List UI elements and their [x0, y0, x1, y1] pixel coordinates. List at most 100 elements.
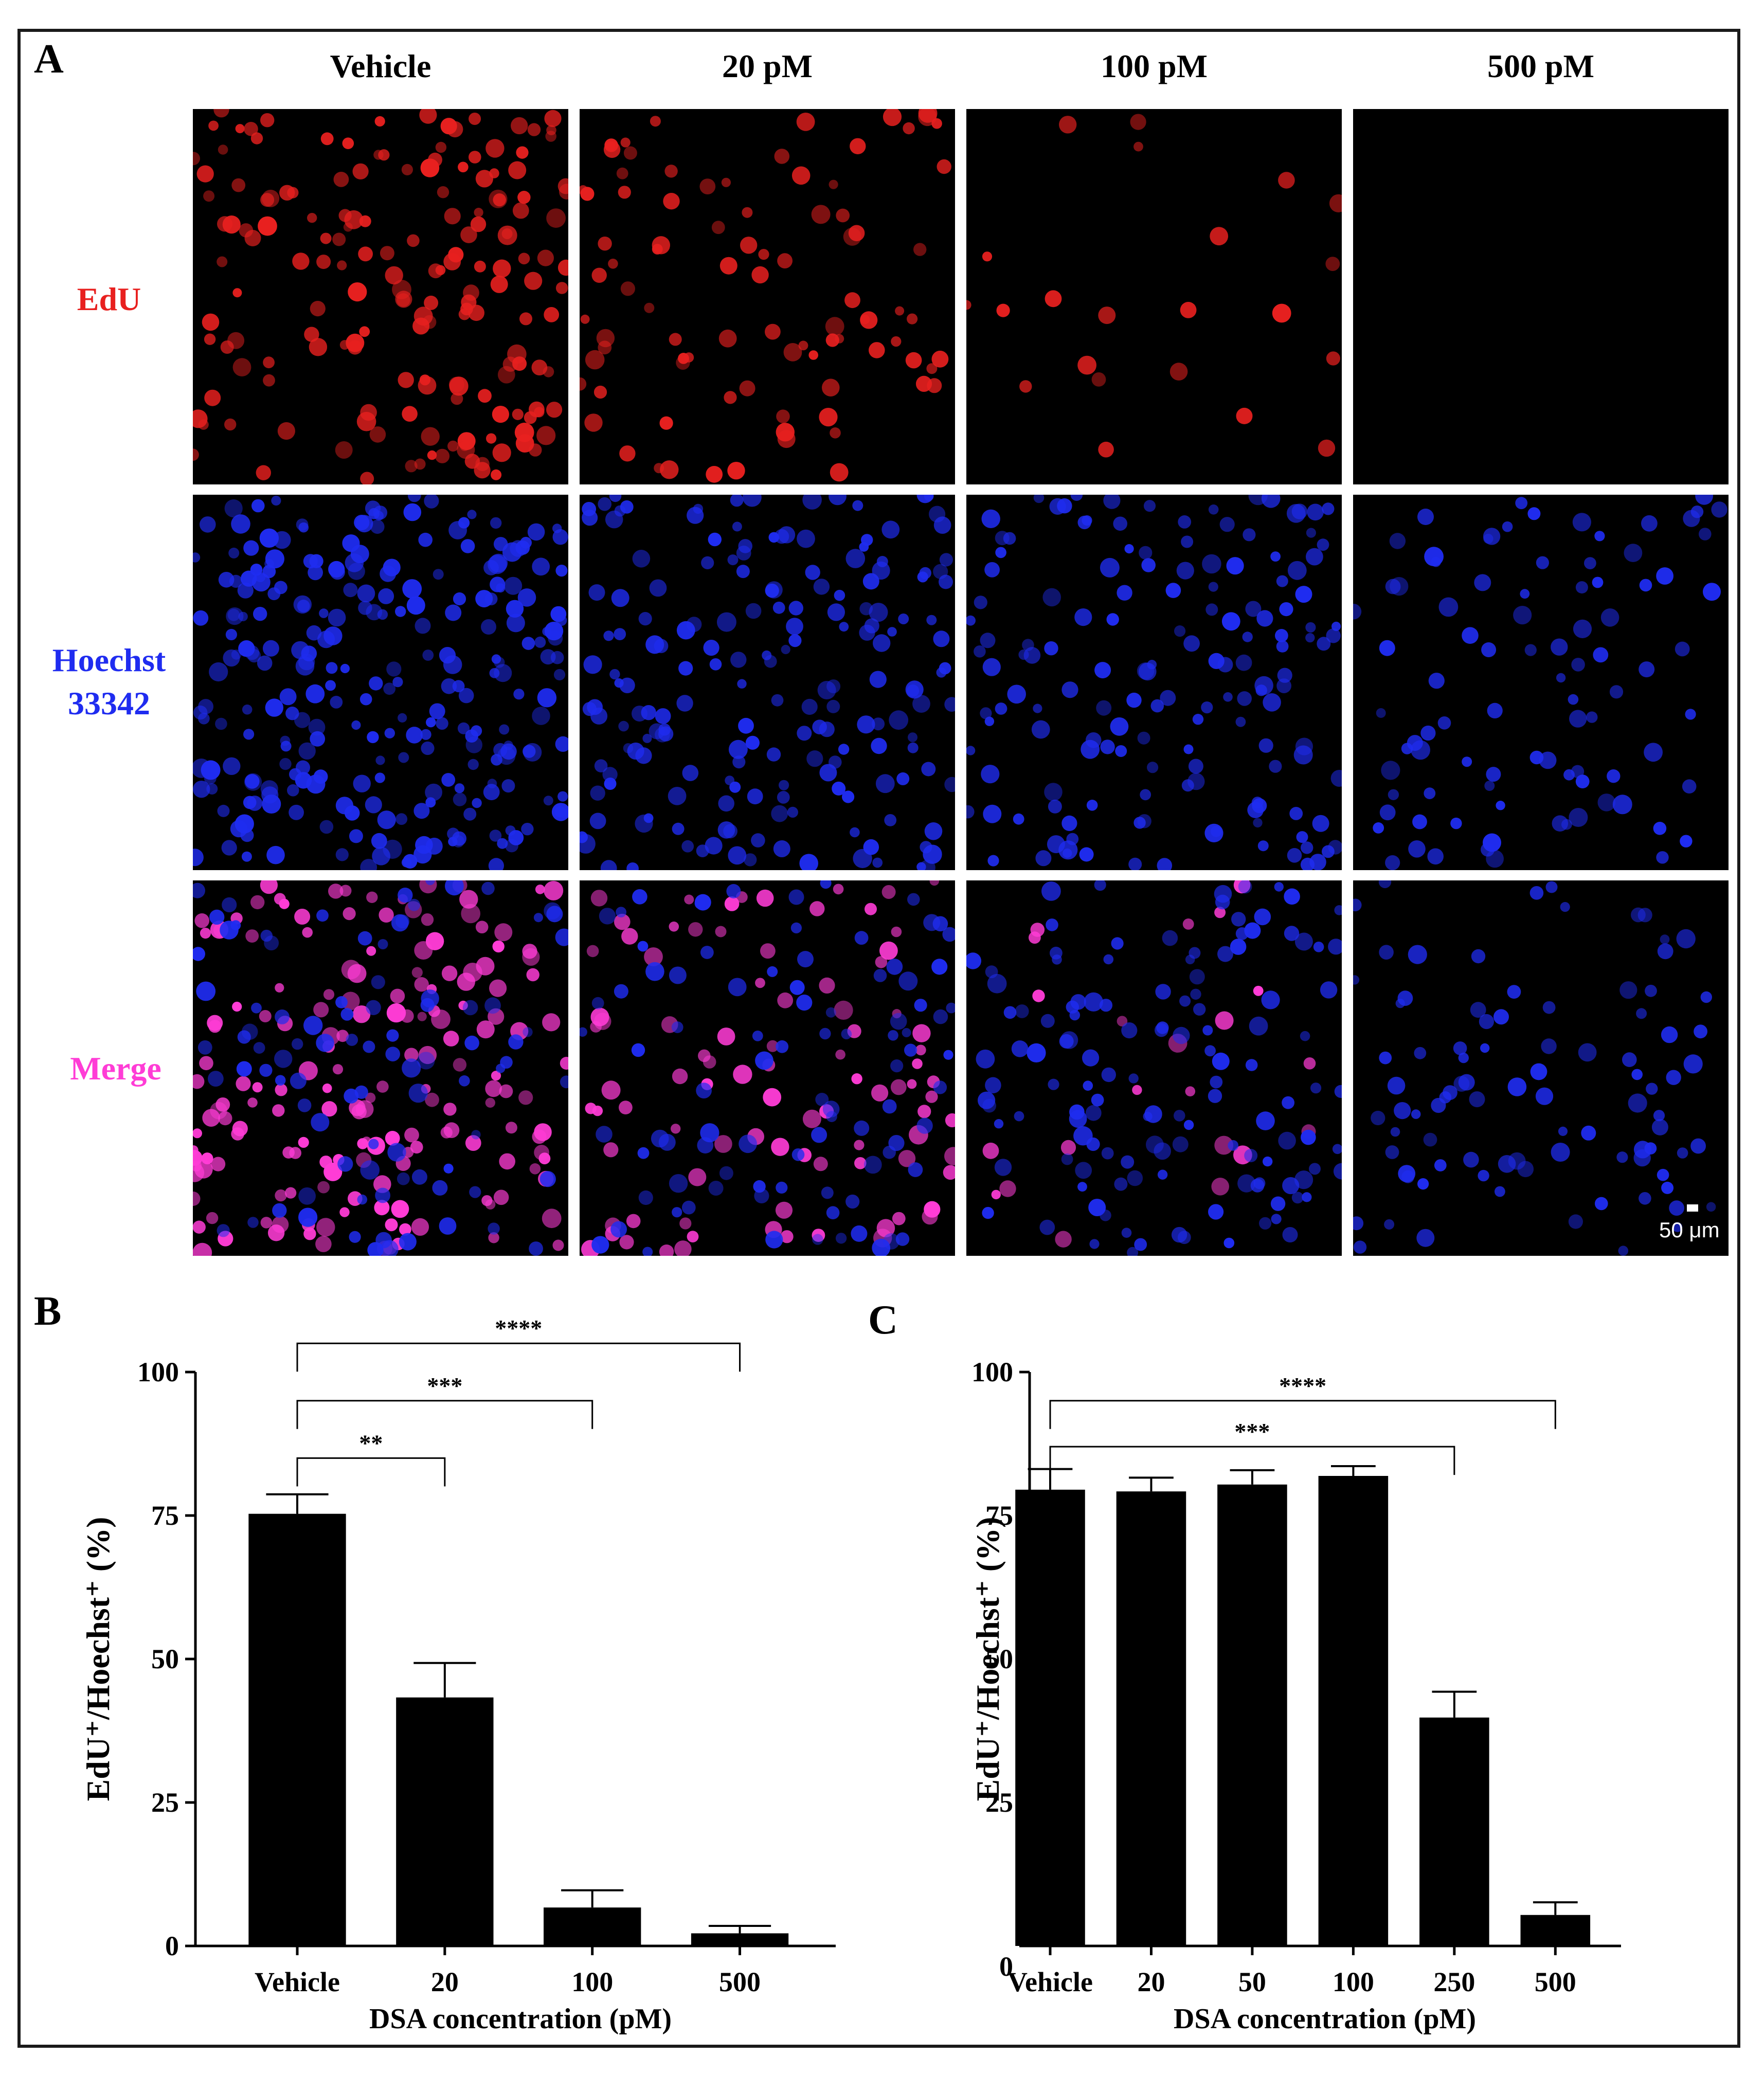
x-axis-title: DSA concentration (pM) — [1174, 2003, 1476, 2035]
cell-nucleus — [343, 222, 353, 232]
cell-nucleus — [1301, 1129, 1316, 1145]
cell-nucleus — [892, 1212, 906, 1225]
cell-nucleus — [431, 1009, 451, 1029]
cell-nucleus — [193, 759, 211, 778]
cell-nucleus — [635, 747, 652, 764]
cell-nucleus — [728, 740, 748, 759]
cell-nucleus — [583, 655, 602, 674]
cell-nucleus — [527, 123, 541, 136]
cell-nucleus — [287, 784, 299, 797]
cell-nucleus — [319, 608, 329, 618]
cell-nucleus — [982, 658, 1001, 676]
cell-nucleus — [817, 681, 836, 699]
cell-nucleus — [467, 759, 479, 770]
cell-nucleus — [721, 177, 731, 187]
cell-nucleus — [820, 880, 832, 889]
cell-nucleus — [399, 1223, 411, 1236]
cell-nucleus — [813, 579, 830, 595]
cell-nucleus — [1110, 717, 1129, 736]
cell-nucleus — [260, 1217, 273, 1229]
cell-nucleus — [796, 113, 815, 131]
cell-nucleus — [839, 622, 849, 632]
cell-nucleus — [987, 973, 1007, 994]
cell-nucleus — [298, 742, 316, 760]
cell-nucleus — [1096, 700, 1112, 716]
cell-nucleus — [688, 1168, 707, 1186]
cell-nucleus — [193, 448, 199, 461]
cell-nucleus — [580, 377, 587, 391]
cell-nucleus — [1470, 1002, 1486, 1018]
cell-nucleus — [669, 1174, 688, 1193]
cell-nucleus — [1165, 583, 1181, 598]
cell-nucleus — [763, 1088, 782, 1107]
cell-nucleus — [777, 992, 794, 1008]
cell-nucleus — [883, 109, 902, 127]
cell-nucleus — [391, 1200, 409, 1218]
scale-bar — [1687, 1204, 1698, 1212]
cell-nucleus — [1651, 1119, 1668, 1135]
cell-nucleus — [537, 249, 554, 266]
column-header-vehicle: Vehicle — [330, 48, 431, 84]
cell-nucleus — [414, 941, 433, 960]
cell-nucleus — [263, 374, 275, 387]
cell-nucleus — [753, 1180, 766, 1193]
cell-nucleus — [907, 1079, 917, 1089]
cell-nucleus — [1572, 513, 1591, 532]
cell-nucleus — [921, 762, 936, 777]
cell-nucleus — [439, 647, 456, 664]
cell-nucleus — [1098, 306, 1116, 324]
cell-nucleus — [223, 757, 241, 775]
cell-nucleus — [1639, 1192, 1651, 1205]
cell-nucleus — [523, 1027, 533, 1037]
cell-nucleus — [217, 256, 228, 267]
cell-nucleus — [407, 234, 420, 247]
cell-nucleus — [490, 517, 502, 529]
cell-nucleus — [328, 608, 346, 627]
cell-nucleus — [766, 747, 781, 762]
cell-nucleus — [352, 1005, 371, 1023]
cell-nucleus — [374, 772, 385, 783]
cell-nucleus — [872, 857, 883, 868]
cell-nucleus — [419, 109, 437, 124]
cell-nucleus — [1083, 1080, 1093, 1091]
cell-nucleus — [343, 907, 356, 921]
cell-nucleus — [375, 1187, 390, 1203]
cell-nucleus — [275, 983, 284, 993]
cell-nucleus — [709, 658, 722, 671]
cell-nucleus — [366, 891, 378, 903]
cell-nucleus — [905, 352, 922, 369]
cell-nucleus — [253, 607, 267, 621]
cell-nucleus — [1411, 740, 1430, 760]
cell-nucleus — [598, 497, 611, 511]
cell-nucleus — [985, 1077, 1001, 1094]
cell-nucleus — [966, 805, 975, 819]
cell-nucleus — [332, 232, 346, 246]
cell-nucleus — [643, 813, 654, 823]
cell-nucleus — [907, 742, 919, 753]
cell-nucleus — [1385, 579, 1401, 594]
cell-nucleus — [412, 317, 430, 335]
cell-nucleus — [1274, 882, 1284, 892]
cell-nucleus — [542, 1013, 561, 1032]
cell-nucleus — [397, 1172, 410, 1185]
bar-500 — [1520, 1915, 1591, 1946]
cell-nucleus — [1479, 1014, 1494, 1030]
cell-nucleus — [279, 688, 297, 706]
cell-nucleus — [1353, 1216, 1364, 1231]
cell-nucleus — [1272, 303, 1291, 323]
cell-nucleus — [298, 1207, 318, 1227]
cell-nucleus — [588, 584, 605, 601]
cell-nucleus — [1047, 835, 1065, 854]
cell-nucleus — [1178, 515, 1192, 529]
cell-nucleus — [342, 137, 354, 149]
cell-nucleus — [199, 1056, 213, 1071]
cell-nucleus — [200, 928, 211, 939]
cell-nucleus — [1089, 1239, 1100, 1249]
cell-nucleus — [285, 1187, 297, 1199]
cell-nucleus — [514, 422, 534, 442]
cell-nucleus — [1657, 943, 1673, 960]
cell-nucleus — [489, 668, 500, 678]
cell-nucleus — [1139, 662, 1157, 681]
x-tick-label: 20 — [1137, 1967, 1165, 1997]
bar-20 — [1116, 1491, 1186, 1946]
